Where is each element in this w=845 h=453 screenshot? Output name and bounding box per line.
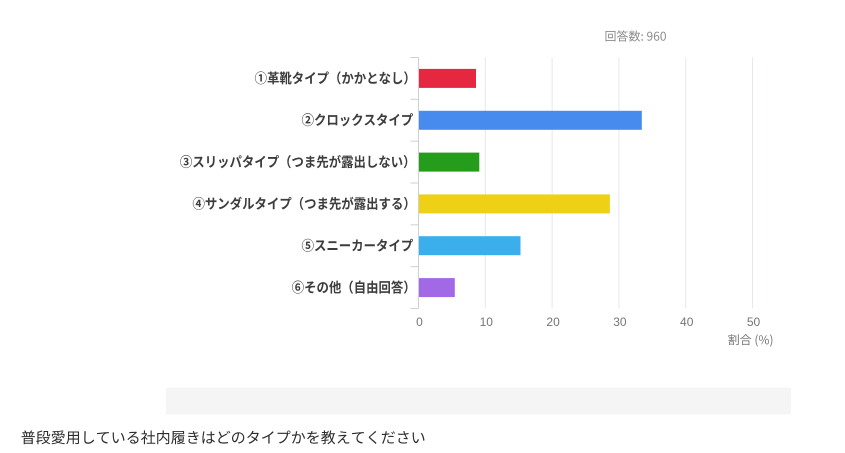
svg-text:30: 30 [613, 315, 627, 329]
svg-text:0: 0 [416, 315, 423, 329]
svg-text:20: 20 [546, 315, 560, 329]
svg-text:40: 40 [680, 315, 694, 329]
svg-text:10: 10 [480, 315, 494, 329]
svg-text:50: 50 [747, 315, 761, 329]
